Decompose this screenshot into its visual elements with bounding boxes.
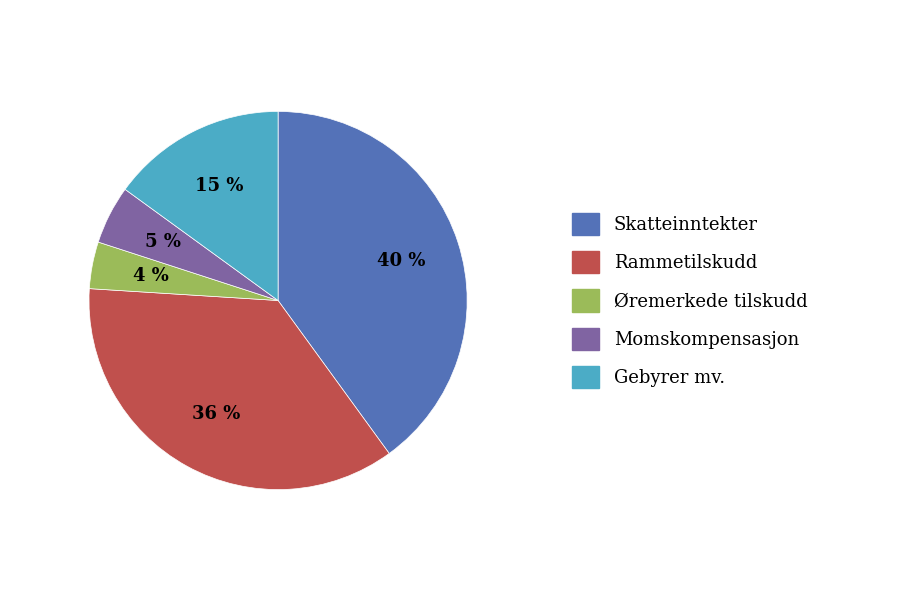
Text: 40 %: 40 % [377, 252, 425, 270]
Wedge shape [99, 189, 278, 300]
Text: 36 %: 36 % [192, 404, 240, 423]
Wedge shape [278, 111, 467, 454]
Wedge shape [125, 111, 278, 300]
Text: 4 %: 4 % [134, 267, 170, 285]
Text: 15 %: 15 % [196, 177, 244, 195]
Wedge shape [90, 242, 278, 300]
Text: 5 %: 5 % [145, 233, 181, 251]
Wedge shape [89, 288, 389, 490]
Legend: Skatteinntekter, Rammetilskudd, Øremerkede tilskudd, Momskompensasjon, Gebyrer m: Skatteinntekter, Rammetilskudd, Øremerke… [565, 206, 814, 395]
